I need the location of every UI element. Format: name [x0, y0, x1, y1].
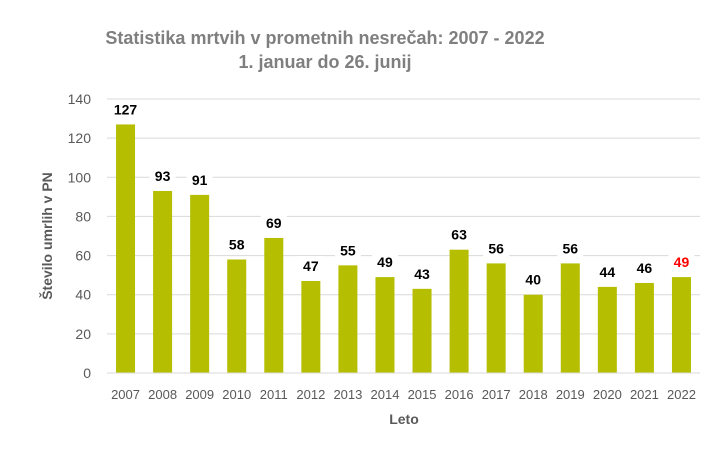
bar-2008: [153, 190, 173, 373]
data-label-background: [149, 165, 176, 184]
bar-2019: [560, 263, 580, 373]
data-label-background: [557, 238, 584, 257]
data-label-2011: 69: [266, 215, 282, 231]
bar-2017: [486, 263, 506, 373]
x-tick-label: 2007: [111, 387, 140, 402]
data-label-2008: 93: [155, 168, 171, 184]
data-label-background: [371, 252, 398, 271]
x-tick-label: 2020: [593, 387, 622, 402]
bar-2018: [523, 294, 543, 373]
x-tick-label: 2008: [148, 387, 177, 402]
data-label-background: [520, 269, 547, 288]
x-tick-label: 2010: [222, 387, 251, 402]
y-tick-label: 80: [75, 208, 91, 224]
data-label-2022: 49: [674, 254, 690, 270]
data-label-2021: 46: [637, 260, 653, 276]
data-label-2012: 47: [303, 258, 319, 274]
x-tick-label: 2014: [371, 387, 400, 402]
data-label-2010: 58: [229, 236, 245, 252]
data-label-2013: 55: [340, 242, 356, 258]
bar-2010: [227, 259, 247, 373]
bar-2015: [412, 288, 432, 373]
data-label-background: [223, 234, 250, 253]
bars: [116, 124, 691, 373]
bar-2021: [634, 282, 654, 373]
y-tick-label: 40: [75, 287, 91, 303]
data-label-2020: 44: [600, 264, 616, 280]
data-label-background: [594, 261, 621, 280]
bar-2013: [338, 265, 358, 373]
data-label-background: [631, 257, 658, 276]
data-labels: 127 93 91 58 69 47 55 49 43 63 56 40 56 44 46 49: [112, 99, 695, 288]
data-label-background: [186, 169, 213, 188]
bar-2022: [671, 277, 691, 373]
data-label-2019: 56: [562, 240, 578, 256]
bar-2020: [597, 286, 617, 373]
y-tick-label: 140: [68, 91, 92, 107]
chart-title: Statistika mrtvih v prometnih nesrečah: …: [105, 28, 544, 48]
data-label-2015: 43: [414, 266, 430, 282]
y-tick-label: 0: [83, 365, 91, 381]
x-tick-label: 2017: [482, 387, 511, 402]
x-tick-label: 2013: [333, 387, 362, 402]
bar-2009: [190, 194, 210, 373]
data-label-2014: 49: [377, 254, 393, 270]
data-label-background: [483, 238, 510, 257]
x-tick-label: 2009: [185, 387, 214, 402]
data-label-background: [334, 240, 361, 259]
data-label-2018: 40: [525, 272, 541, 288]
x-tick-label: 2018: [519, 387, 548, 402]
x-tick-label: 2019: [556, 387, 585, 402]
data-label-background: [409, 263, 436, 282]
data-label-2017: 56: [488, 240, 504, 256]
x-tick-label: 2012: [296, 387, 325, 402]
y-axis-ticks: 0 20 40 60 80 100 120 140: [68, 91, 92, 381]
y-axis-title: Število umrlih v PN: [38, 172, 55, 300]
data-label-background: [446, 224, 473, 243]
y-tick-label: 100: [68, 169, 92, 185]
chart-subtitle: 1. januar do 26. junij: [238, 52, 411, 72]
x-tick-label: 2016: [445, 387, 474, 402]
data-label-background: [668, 252, 695, 271]
data-label-2016: 63: [451, 227, 467, 243]
x-tick-label: 2022: [667, 387, 696, 402]
x-tick-label: 2015: [408, 387, 437, 402]
data-label-background: [112, 99, 139, 118]
bar-2011: [264, 237, 284, 373]
bar-2007: [116, 124, 136, 373]
y-tick-label: 120: [68, 130, 92, 146]
data-label-2007: 127: [114, 101, 138, 117]
bar-2014: [375, 277, 395, 373]
x-axis-ticks: 2007 2008 2009 2010 2011 2012 2013 2014 2015 2016…: [111, 387, 696, 402]
bar-2016: [449, 249, 469, 373]
x-axis-title: Leto: [389, 411, 419, 427]
data-label-2009: 91: [192, 172, 208, 188]
bar-2012: [301, 281, 321, 373]
y-tick-label: 60: [75, 248, 91, 264]
data-label-background: [297, 256, 324, 275]
x-tick-label: 2011: [260, 387, 288, 402]
y-tick-label: 20: [75, 326, 91, 342]
data-label-background: [260, 212, 287, 231]
x-tick-label: 2021: [630, 387, 659, 402]
